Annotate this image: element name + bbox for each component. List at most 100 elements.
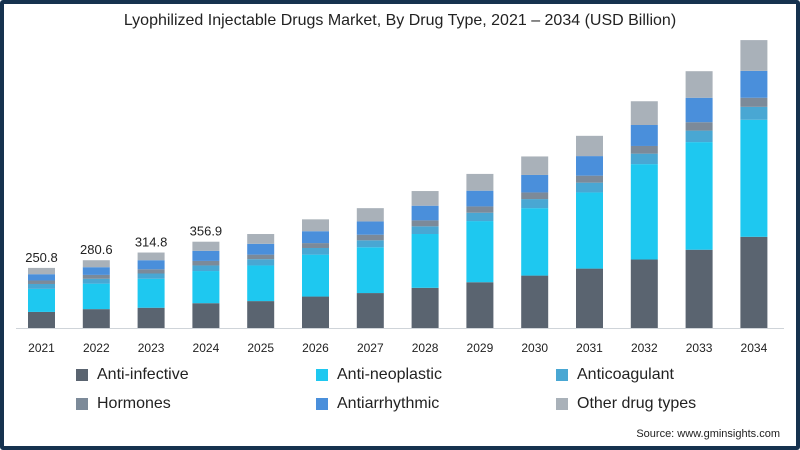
x-tick-label: 2030	[521, 341, 548, 355]
legend-swatch	[556, 398, 568, 410]
bar-segment-antiarrhythmic-2032	[630, 125, 658, 146]
bar-segment-anti-infective-2029	[466, 282, 494, 328]
bar-segment-other-drug-types-2028	[411, 191, 439, 206]
x-tick-label: 2028	[412, 341, 439, 355]
x-tick-label: 2027	[357, 341, 384, 355]
bar-segment-anticoagulant-2027	[356, 240, 384, 248]
bar-segment-antiarrhythmic-2029	[466, 190, 494, 207]
x-tick-label: 2033	[686, 341, 713, 355]
bar-segment-anticoagulant-2032	[630, 153, 658, 165]
bar-segment-anti-neoplastic-2023	[137, 278, 165, 308]
x-tick-label: 2034	[741, 341, 768, 355]
bar-segment-hormones-2033	[685, 122, 713, 131]
bar-segment-anti-neoplastic-2032	[630, 164, 658, 260]
bar-segment-other-drug-types-2034	[740, 40, 768, 71]
bar-segment-other-drug-types-2024	[192, 241, 220, 251]
bar-segment-hormones-2032	[630, 145, 658, 154]
legend-item-anti-neoplastic: Anti-neoplastic	[316, 366, 442, 384]
bar-segment-hormones-2024	[192, 260, 220, 266]
bar-segment-anti-neoplastic-2031	[576, 192, 603, 269]
x-tick-label: 2026	[302, 341, 329, 355]
legend-swatch	[556, 369, 568, 381]
bar-segment-hormones-2026	[302, 243, 329, 248]
bar-segment-anticoagulant-2031	[576, 182, 603, 193]
bar-segment-anti-neoplastic-2021	[28, 288, 55, 312]
bar-segment-anti-neoplastic-2029	[466, 221, 494, 283]
x-tick-label: 2021	[28, 341, 55, 355]
legend-swatch	[316, 369, 328, 381]
bar-segment-hormones-2029	[466, 206, 494, 213]
bar-segment-hormones-2030	[521, 192, 549, 200]
x-tick-label: 2022	[83, 341, 110, 355]
bar-segment-other-drug-types-2033	[685, 71, 713, 98]
bar-segment-anti-neoplastic-2028	[411, 234, 439, 288]
legend-label: Antiarrhythmic	[337, 395, 440, 412]
bar-segment-other-drug-types-2027	[356, 208, 384, 222]
bar-segment-antiarrhythmic-2022	[82, 267, 110, 275]
bar-segment-anticoagulant-2028	[411, 226, 439, 235]
bar-segment-other-drug-types-2022	[82, 260, 110, 268]
bar-segment-other-drug-types-2032	[630, 101, 658, 125]
bar-segment-hormones-2023	[137, 269, 165, 274]
legend-swatch	[76, 369, 88, 381]
bar-total-label: 250.8	[25, 250, 58, 265]
legend-swatch	[316, 398, 328, 410]
bar-segment-anticoagulant-2025	[247, 259, 275, 266]
x-tick-label: 2029	[467, 341, 494, 355]
legend-item-hormones: Hormones	[76, 395, 171, 413]
bar-segment-anti-infective-2021	[28, 311, 55, 328]
bar-segment-antiarrhythmic-2028	[411, 205, 439, 221]
bar-segment-anticoagulant-2023	[137, 273, 165, 279]
bar-segment-other-drug-types-2021	[28, 267, 55, 275]
bar-segment-other-drug-types-2029	[466, 173, 494, 191]
bar-segment-antiarrhythmic-2024	[192, 250, 220, 261]
bar-segment-anticoagulant-2033	[685, 130, 713, 143]
bar-segment-antiarrhythmic-2025	[247, 243, 275, 255]
bar-segment-other-drug-types-2026	[302, 219, 329, 232]
bar-segment-hormones-2021	[28, 280, 55, 284]
bar-segment-anti-neoplastic-2024	[192, 271, 220, 304]
bar-segment-antiarrhythmic-2034	[740, 70, 768, 98]
bar-segment-anti-infective-2034	[740, 236, 768, 328]
bar-segment-anti-infective-2023	[137, 307, 165, 328]
bar-segment-anti-neoplastic-2030	[521, 208, 549, 276]
legend-label: Anti-neoplastic	[337, 366, 442, 383]
legend-label: Hormones	[97, 395, 171, 412]
bar-segment-other-drug-types-2023	[137, 252, 165, 261]
bar-segment-antiarrhythmic-2031	[576, 156, 603, 176]
bar-segment-hormones-2027	[356, 234, 384, 241]
bar-segment-hormones-2034	[740, 97, 768, 107]
bar-segment-anticoagulant-2030	[521, 199, 549, 209]
legend-label: Anticoagulant	[577, 366, 674, 383]
source-note: Source: www.gminsights.com	[636, 428, 780, 440]
bar-segment-anti-infective-2033	[685, 249, 713, 328]
bar-segment-anti-infective-2026	[302, 296, 329, 328]
bar-segment-anti-neoplastic-2026	[302, 254, 329, 297]
legend-label: Other drug types	[577, 395, 697, 412]
bar-total-label: 314.8	[135, 235, 168, 250]
bar-segment-anti-neoplastic-2025	[247, 265, 275, 302]
legend-item-anticoagulant: Anticoagulant	[556, 366, 674, 384]
bar-segment-hormones-2022	[82, 274, 110, 279]
legend-label: Anti-infective	[97, 366, 189, 383]
bar-segment-anti-infective-2028	[411, 287, 439, 328]
x-tick-label: 2025	[247, 341, 274, 355]
legend-item-antiarrhythmic: Antiarrhythmic	[316, 395, 439, 413]
bar-total-label: 356.9	[190, 224, 223, 239]
bar-segment-antiarrhythmic-2030	[521, 174, 549, 193]
bar-segment-antiarrhythmic-2021	[28, 274, 55, 281]
bar-segment-antiarrhythmic-2026	[302, 231, 329, 244]
bar-segment-hormones-2031	[576, 175, 603, 183]
bar-total-label: 280.6	[80, 242, 113, 257]
x-tick-label: 2023	[138, 341, 165, 355]
bar-segment-other-drug-types-2025	[247, 234, 275, 244]
bar-segment-antiarrhythmic-2033	[685, 97, 713, 123]
bar-segment-anticoagulant-2034	[740, 106, 768, 120]
bar-segment-anti-infective-2022	[82, 309, 110, 328]
x-tick-label: 2031	[576, 341, 603, 355]
legend-swatch	[76, 398, 88, 410]
legend-item-other-drug-types: Other drug types	[556, 395, 696, 413]
bar-segment-anti-neoplastic-2022	[82, 283, 110, 310]
